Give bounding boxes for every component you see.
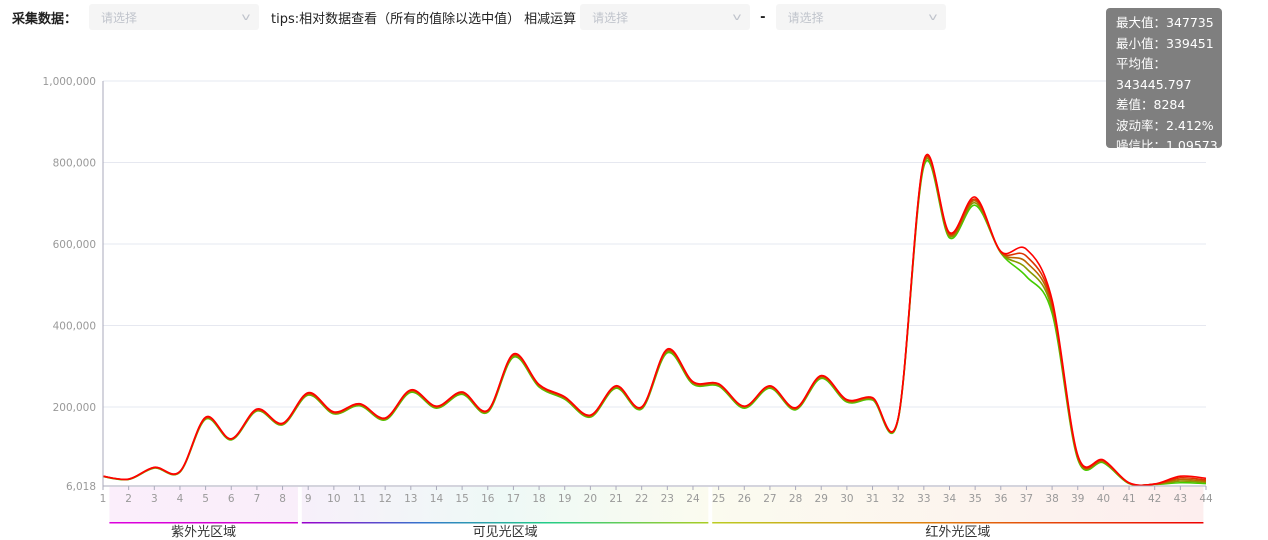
series-line [102,155,1207,487]
x-tick-label: 22 [635,493,648,505]
series-line [102,156,1207,487]
x-tick-label: 44 [1199,493,1213,505]
band-label: 可见光区域 [473,525,538,540]
chevron-down-icon: v [732,11,742,23]
series-line [102,158,1207,487]
y-tick-label: 400,000 [53,320,96,332]
toolbar: 采集数据： 请选择 v tips:相对数据查看（所有的值除以选中值） 相减运算 请… [0,4,946,30]
x-tick-label: 12 [378,493,391,505]
x-tick-label: 17 [507,493,520,505]
x-tick-label: 19 [558,493,571,505]
x-tick-label: 36 [994,493,1008,505]
x-tick-label: 29 [815,493,828,505]
x-tick-label: 41 [1122,493,1135,505]
band-region [301,487,709,522]
x-tick-label: 8 [279,493,286,505]
subtract-label: 相减运算 [524,11,577,27]
x-tick-label: 33 [917,493,930,505]
diff-value: 差值：8284 [1116,97,1186,112]
avg-value: 平均值：343445.797 [1116,56,1192,92]
x-tick-label: 38 [1045,493,1058,505]
collect-placeholder: 请选择 [101,10,138,25]
x-tick-label: 30 [840,493,853,505]
y-tick-label: 1,000,000 [43,76,96,88]
subtract-a-select[interactable]: 请选择 v [580,4,751,30]
x-tick-label: 6 [228,493,235,505]
x-tick-label: 3 [151,493,158,505]
x-tick-label: 18 [532,493,545,505]
stats-tooltip: 最大值：347735 最小值：339451 平均值：343445.797 差值：… [1106,8,1222,153]
subtract-b-select[interactable]: 请选择 v [775,4,946,30]
band-underline [712,522,1204,524]
min-value: 最小值：339451 [1116,35,1214,51]
x-tick-label: 26 [738,493,752,505]
x-tick-label: 16 [481,493,495,505]
band-underline [301,522,709,524]
series-line [102,160,1207,487]
x-tick-label: 20 [584,493,597,505]
snr-value: 噪信比：1.09573 [1116,138,1218,153]
x-tick-label: 11 [353,493,366,505]
subtract-a-placeholder: 请选择 [592,10,629,25]
y-tick-label: 200,000 [53,402,96,414]
x-tick-label: 10 [327,493,340,505]
x-tick-label: 40 [1097,493,1110,505]
volatility-value: 波动率：2.412% [1116,117,1214,133]
x-tick-label: 39 [1071,493,1084,505]
x-tick-label: 9 [305,493,312,505]
chevron-down-icon: v [241,11,251,23]
x-tick-label: 1 [100,493,107,505]
x-tick-label: 7 [254,493,261,505]
x-tick-label: 43 [1174,493,1187,505]
subtract-b-placeholder: 请选择 [787,10,824,25]
x-tick-label: 2 [125,493,132,505]
x-tick-label: 35 [968,493,981,505]
x-tick-label: 15 [455,493,468,505]
x-tick-label: 28 [789,493,802,505]
y-tick-label: 600,000 [53,239,96,251]
x-tick-label: 23 [661,493,674,505]
x-tick-label: 34 [943,493,957,505]
max-value: 最大值：347735 [1116,15,1214,30]
x-tick-label: 25 [712,493,725,505]
band-underline [109,522,298,524]
band-label: 紫外光区域 [171,525,236,540]
dash-separator: - [760,9,766,25]
x-tick-label: 27 [763,493,776,505]
band-label: 红外光区域 [925,524,990,540]
tips-text: tips:相对数据查看（所有的值除以选中值） [271,11,521,27]
x-tick-label: 14 [430,493,444,505]
x-tick-label: 21 [609,493,622,505]
y-tick-label: 6,018 [66,481,96,493]
x-tick-label: 31 [866,493,879,505]
x-tick-label: 42 [1148,493,1161,505]
x-tick-label: 24 [686,493,700,505]
band-region [712,487,1204,522]
x-tick-label: 5 [202,493,209,505]
x-tick-label: 13 [404,493,417,505]
chevron-down-icon: v [928,11,938,23]
series-line [102,153,1207,487]
band-region [109,487,298,522]
x-tick-label: 4 [177,493,184,505]
collect-label: 采集数据： [12,11,78,27]
collect-select[interactable]: 请选择 v [89,4,260,30]
x-tick-label: 37 [1020,493,1033,505]
x-tick-label: 32 [891,493,904,505]
y-tick-label: 800,000 [53,157,96,169]
